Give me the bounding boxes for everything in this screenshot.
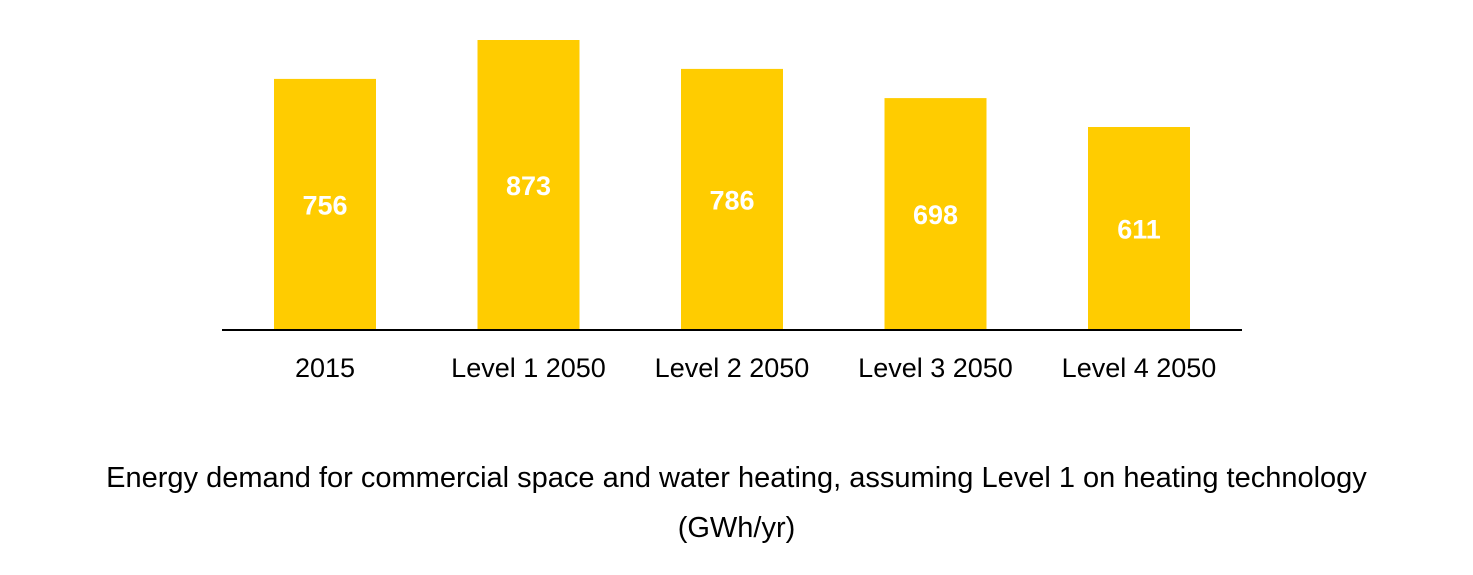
x-tick-label-1: 2015 — [295, 353, 355, 383]
data-label-4: 698 — [913, 200, 958, 230]
x-tick-label-3: Level 2 2050 — [655, 353, 810, 383]
bar-5 — [1088, 127, 1190, 330]
x-tick-label-2: Level 1 2050 — [451, 353, 606, 383]
bar-3 — [681, 68, 783, 331]
bar-chart: 756 2015 873 Level 1 2050 786 Level 2 2050 698… — [222, 40, 1242, 383]
data-label-5: 611 — [1117, 215, 1161, 245]
data-label-1: 756 — [302, 190, 347, 220]
bar-2 — [477, 40, 580, 330]
x-tick-label-4: Level 3 2050 — [858, 353, 1013, 383]
chart-title: Energy demand for commercial space and w… — [106, 462, 1367, 494]
bar-4 — [884, 98, 987, 330]
data-label-3: 786 — [709, 186, 754, 216]
bar-1 — [274, 78, 376, 331]
data-label-2: 873 — [506, 171, 551, 201]
chart-subtitle: (GWh/yr) — [677, 512, 796, 544]
x-tick-label-5: Level 4 2050 — [1062, 353, 1217, 383]
